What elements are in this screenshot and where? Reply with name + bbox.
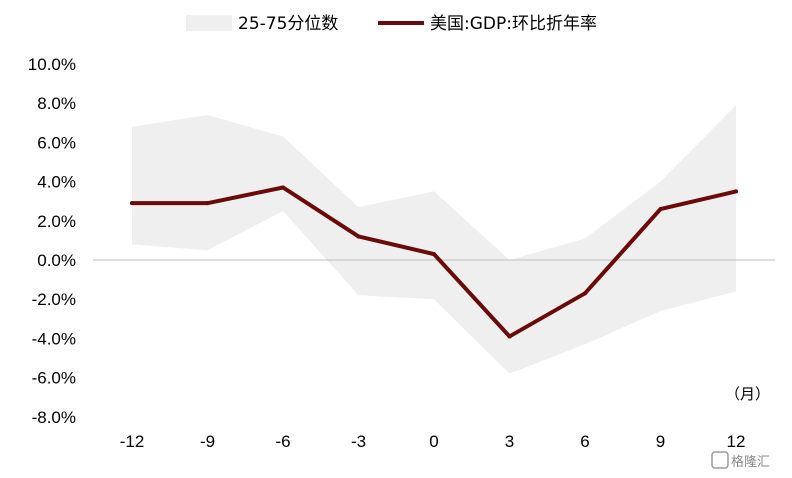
series-point	[507, 334, 512, 339]
series-point	[658, 207, 663, 212]
series-point	[356, 234, 361, 239]
y-tick-label: -2.0%	[32, 290, 76, 309]
y-tick-label: 4.0%	[37, 173, 76, 192]
legend: 25-75分位数 美国:GDP:环比折年率	[186, 14, 597, 34]
x-tick-label: -3	[351, 432, 366, 451]
series-point	[432, 252, 436, 257]
y-tick-label: 10.0%	[28, 55, 76, 74]
legend-band-label: 25-75分位数	[238, 14, 338, 34]
x-tick-label: -9	[200, 432, 215, 451]
x-tick-label: 12	[727, 432, 746, 451]
series-point	[281, 185, 285, 190]
x-tick-label: 6	[580, 432, 589, 451]
legend-series-label: 美国:GDP:环比折年率	[430, 14, 597, 34]
x-axis: -12 -9 -6 -3 0 3 6 9 12	[120, 432, 746, 451]
y-tick-label: -6.0%	[32, 369, 76, 388]
interquartile-band	[132, 105, 736, 374]
x-tick-label: 0	[429, 432, 438, 451]
series-point	[130, 201, 134, 206]
y-tick-label: -8.0%	[32, 408, 76, 427]
series-point	[734, 189, 738, 194]
y-tick-label: 8.0%	[37, 94, 76, 113]
legend-band-swatch	[186, 15, 232, 31]
x-axis-unit-label: （月）	[725, 385, 770, 403]
y-tick-label: 2.0%	[37, 212, 76, 231]
watermark-text: 格隆汇	[731, 454, 770, 470]
watermark-logo-icon	[711, 451, 729, 469]
watermark: 格隆汇	[711, 451, 770, 470]
series-point	[583, 291, 587, 296]
y-axis: 10.0% 8.0% 6.0% 4.0% 2.0% 0.0% -2.0% -4.0% -6.0%…	[28, 55, 76, 427]
series-point	[205, 201, 210, 206]
y-tick-label: 6.0%	[37, 133, 76, 152]
x-tick-label: 9	[656, 432, 665, 451]
x-tick-label: -6	[275, 432, 290, 451]
x-tick-label: 3	[505, 432, 514, 451]
y-tick-label: 0.0%	[37, 251, 76, 270]
y-tick-label: -4.0%	[32, 329, 76, 348]
plot-area	[93, 105, 775, 374]
x-tick-label: -12	[120, 432, 145, 451]
